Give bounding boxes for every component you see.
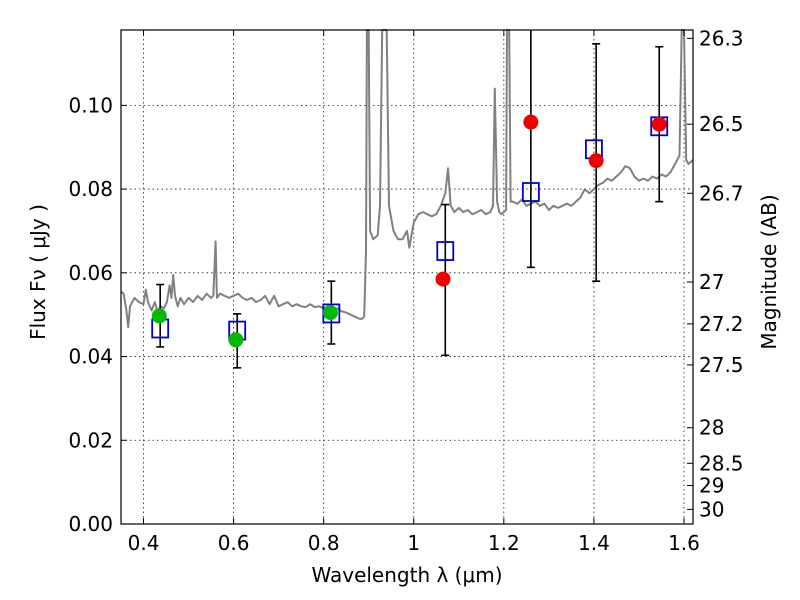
ticks-layer: 0.4 0.6 0.8 1 1.2 1.4 1.6 0.00 0.02 0.04 0.06 0.08 0… xyxy=(68,26,743,555)
x-tick-label: 0.8 xyxy=(308,531,340,555)
spectrum-line xyxy=(120,29,694,329)
observed-point-red xyxy=(523,114,539,130)
y-axis-title: Flux Fν ( μJy ) xyxy=(26,204,50,340)
x-tick-label: 1 xyxy=(407,531,420,555)
observed-point-red xyxy=(435,271,451,287)
model-square xyxy=(521,182,540,202)
mag-tick-label: 26.5 xyxy=(699,112,744,136)
spectrum-layer xyxy=(120,29,694,329)
mag-tick-label: 27.5 xyxy=(699,353,744,377)
y-tick-label: 0.00 xyxy=(68,512,113,536)
mag-tick-label: 28 xyxy=(699,416,724,440)
plot-frame xyxy=(120,29,694,525)
y-tick-label: 0.08 xyxy=(68,177,113,201)
errorbar-layer xyxy=(156,30,664,369)
y-axis-right-title: Magnitude (AB) xyxy=(757,194,781,349)
x-axis-title: Wavelength λ (μm) xyxy=(311,563,502,587)
y-tick-label: 0.02 xyxy=(68,428,113,452)
grid xyxy=(121,30,693,525)
mag-tick-label: 29 xyxy=(699,473,724,497)
points-layer xyxy=(151,114,669,348)
x-tick-label: 0.6 xyxy=(218,531,250,555)
x-tick-label: 0.4 xyxy=(128,531,160,555)
mag-tick-label: 26.3 xyxy=(699,26,744,50)
observed-point-green xyxy=(228,332,244,348)
observed-point-green xyxy=(151,308,167,324)
observed-point-red xyxy=(588,153,604,169)
x-tick-label: 1.2 xyxy=(488,531,520,555)
observed-point-red xyxy=(651,116,667,132)
y-tick-label: 0.10 xyxy=(68,93,113,117)
y-tick-label: 0.06 xyxy=(68,261,113,285)
y-tick-label: 0.04 xyxy=(68,345,113,369)
x-tick-label: 1.4 xyxy=(578,531,610,555)
mag-tick-label: 28.5 xyxy=(699,451,744,475)
mag-tick-label: 26.7 xyxy=(699,181,744,205)
model-square xyxy=(436,241,455,261)
mag-tick-label: 30 xyxy=(699,497,724,521)
x-tick-label: 1.6 xyxy=(668,531,700,555)
mag-tick-label: 27 xyxy=(699,270,724,294)
mag-tick-label: 27.2 xyxy=(699,312,744,336)
observed-point-green xyxy=(322,305,338,321)
